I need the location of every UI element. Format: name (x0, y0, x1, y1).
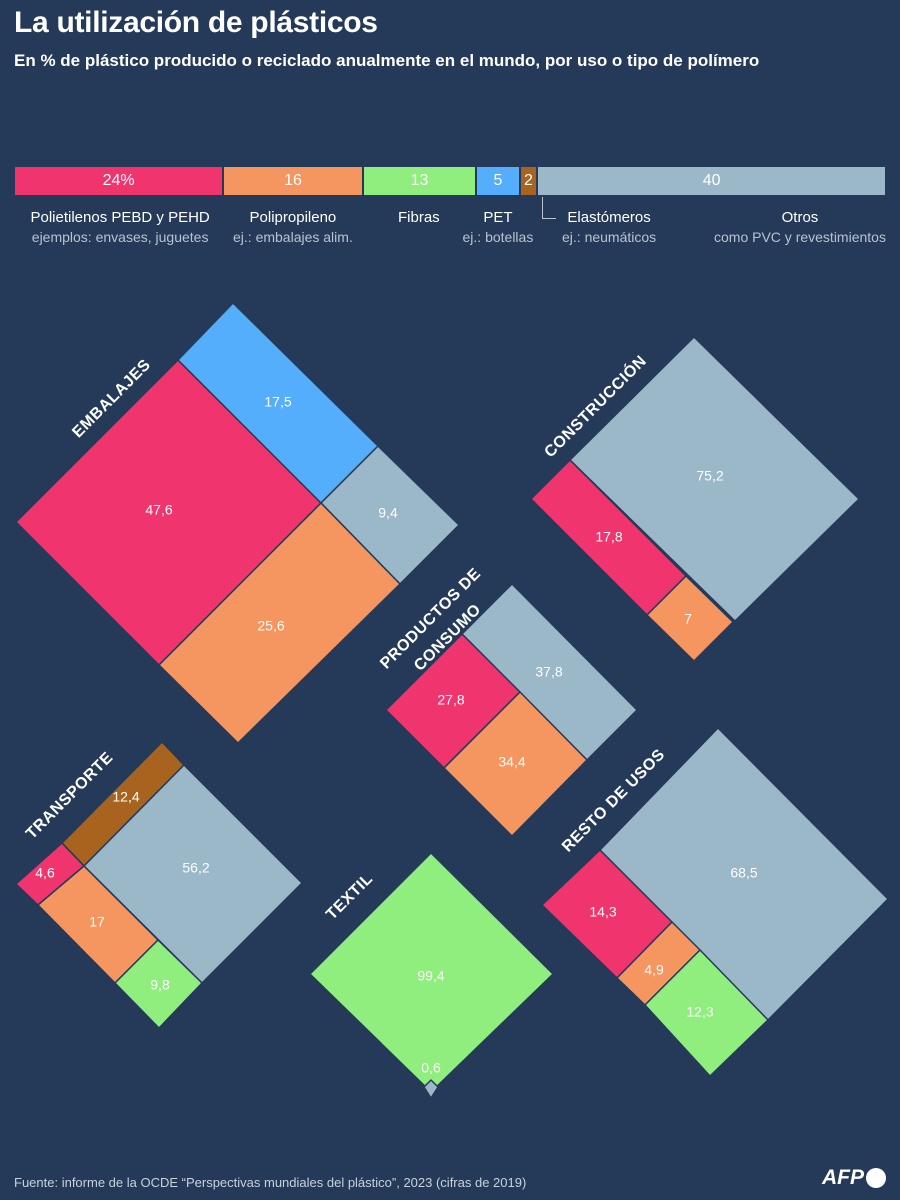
legend-desc: ej.: botellas (462, 229, 534, 245)
cell-construcci-n-polipropileno (646, 575, 734, 662)
cell-value-label: 17 (89, 914, 105, 930)
legend-item-polietilenos: Polietilenos PEBD y PEHD ejemplos: envase… (31, 208, 210, 247)
legend-desc: ej.: embalajes alim. (233, 229, 353, 245)
cell-value-label: 68,5 (730, 865, 757, 881)
bar-segment-elastomeros: 2 (519, 166, 538, 196)
cell-embalajes-polipropileno (158, 502, 401, 744)
cell-value-label: 12,4 (112, 789, 139, 805)
uses-treemap-chart: 47,617,59,425,6EMBALAJES75,217,87CONSTRU… (15, 302, 889, 1099)
cell-value-label: 75,2 (696, 468, 723, 484)
page-subtitle: En % de plástico producido o reciclado a… (14, 51, 760, 70)
cell-value-label: 4,6 (35, 865, 55, 881)
polymer-share-bar: 24% 16 13 5 2 40 (14, 166, 886, 196)
legend-desc: ejemplos: envases, juguetes (31, 229, 209, 245)
legend-name: Polietilenos PEBD y PEHD (30, 209, 210, 226)
cell-value-label: 17,8 (595, 529, 622, 545)
cell-value-label: 14,3 (589, 904, 616, 920)
legend-desc: ej.: neumáticos (562, 229, 657, 245)
cell-value-label: 99,4 (417, 968, 444, 984)
legend-leader-line (542, 197, 543, 219)
source-note: Fuente: informe de la OCDE “Perspectivas… (14, 1175, 527, 1190)
legend-item-elastomeros: Elastómeros ej.: neumáticos (562, 208, 656, 247)
legend-item-fibras: Fibras (398, 208, 440, 228)
cell-productos-de-consumo-polipropileno (443, 691, 588, 837)
legend-name: Fibras (398, 209, 440, 226)
bar-segment-pet: 5 (476, 166, 520, 196)
cell-value-label: 17,5 (264, 394, 291, 410)
cell-value-label: 34,4 (498, 754, 525, 770)
cell-value-label: 56,2 (182, 860, 209, 876)
legend-item-polipropileno: Polipropileno ej.: embalajes alim. (233, 208, 353, 247)
legend-name: Polipropileno (249, 209, 337, 226)
afp-logo-dot (866, 1168, 886, 1188)
legend-leader-tick (542, 218, 556, 219)
legend-item-pet: PET ej.: botellas (463, 208, 534, 247)
cell-value-label: 25,6 (257, 618, 284, 634)
cell-transporte-fibras (114, 939, 203, 1029)
legend-name: PET (483, 209, 513, 226)
cell-value-label: 0,6 (421, 1060, 441, 1076)
bar-segment-fibras: 13 (362, 166, 477, 196)
afp-logo: AFP (822, 1166, 864, 1189)
cell-textil-fibras (309, 852, 554, 1093)
cell-value-label: 4,9 (644, 962, 664, 978)
cell-value-label: 9,8 (150, 977, 170, 993)
legend-name: Otros (781, 209, 819, 226)
page-title: La utilización de plásticos (14, 6, 378, 39)
cell-value-label: 27,8 (437, 692, 464, 708)
cell-resto-de-usos-fibras (644, 949, 769, 1077)
legend-name: Elastómeros (567, 209, 651, 226)
legend-item-otros: Otros como PVC y revestimientos (714, 208, 886, 247)
bar-segment-polipropileno: 16 (223, 166, 363, 196)
cell-value-label: 9,4 (378, 505, 398, 521)
bar-segment-otros: 40 (537, 166, 886, 196)
cell-value-label: 7 (684, 611, 692, 627)
legend-desc: como PVC y revestimientos (714, 229, 886, 245)
cell-value-label: 12,3 (686, 1004, 713, 1020)
cell-construcci-n-otros (569, 336, 860, 622)
cell-value-label: 37,8 (535, 664, 562, 680)
cell-textil-otros (423, 1079, 439, 1099)
bar-segment-polietilenos: 24% (14, 166, 224, 196)
cell-value-label: 47,6 (145, 502, 172, 518)
